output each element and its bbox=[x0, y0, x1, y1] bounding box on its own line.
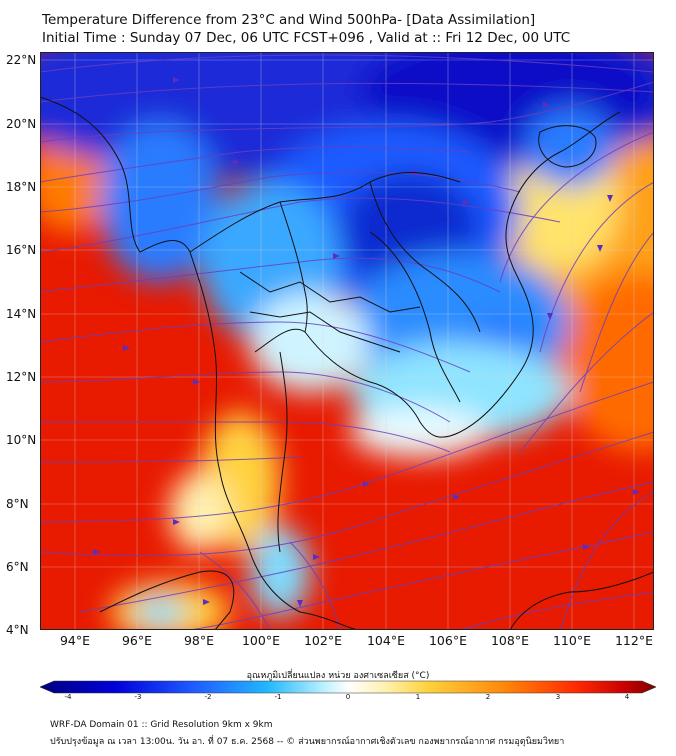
colorbar-tick: 2 bbox=[485, 693, 491, 701]
temperature-map bbox=[40, 52, 654, 630]
lat-label-6: 6°N bbox=[6, 560, 29, 574]
colorbar-tick: 1 bbox=[415, 693, 421, 701]
graticule bbox=[40, 52, 654, 630]
lon-label-94: 94°E bbox=[59, 633, 91, 648]
colorbar-tick: 0 bbox=[345, 693, 351, 701]
lon-label-104: 104°E bbox=[366, 633, 405, 648]
lat-label-12: 12°N bbox=[6, 370, 37, 384]
lon-label-108: 108°E bbox=[490, 633, 529, 648]
model-info: WRF-DA Domain 01 :: Grid Resolution 9km … bbox=[50, 720, 273, 730]
lon-label-102: 102°E bbox=[303, 633, 342, 648]
credit-text: ปรับปรุงข้อมูล ณ เวลา 13:00น. วัน อา. ที… bbox=[50, 737, 565, 747]
lat-label-4: 4°N bbox=[6, 623, 29, 637]
lon-label-110: 110°E bbox=[552, 633, 591, 648]
lat-label-18: 18°N bbox=[6, 180, 37, 194]
lon-label-98: 98°E bbox=[183, 633, 215, 648]
colorbar-label: อุณหภูมิเปลี่ยนแปลง หน่วย องศาเซลเซียส (… bbox=[246, 671, 430, 681]
lat-label-16: 16°N bbox=[6, 243, 37, 257]
lon-label-100: 100°E bbox=[241, 633, 280, 648]
chart-title: Temperature Difference from 23°C and Win… bbox=[42, 12, 536, 28]
lat-label-8: 8°N bbox=[6, 497, 29, 511]
colorbar-tick: 4 bbox=[624, 693, 630, 701]
map-frame bbox=[40, 52, 654, 630]
chart-subtitle: Initial Time : Sunday 07 Dec, 06 UTC FCS… bbox=[42, 30, 571, 46]
lat-label-10: 10°N bbox=[6, 433, 37, 447]
temperature-shading bbox=[40, 52, 654, 630]
colorbar-tick: -4 bbox=[64, 693, 72, 701]
colorbar-tick: -2 bbox=[204, 693, 212, 701]
wind-arrowheads bbox=[93, 77, 640, 607]
colorbar-tick: -3 bbox=[134, 693, 142, 701]
colorbar bbox=[40, 680, 656, 694]
lon-label-106: 106°E bbox=[428, 633, 467, 648]
lat-label-14: 14°N bbox=[6, 307, 37, 321]
lat-label-20: 20°N bbox=[6, 117, 37, 131]
lat-label-22: 22°N bbox=[6, 53, 37, 67]
lon-label-96: 96°E bbox=[121, 633, 153, 648]
lon-label-112: 112°E bbox=[614, 633, 653, 648]
colorbar-tick: 3 bbox=[555, 693, 561, 701]
map-panel bbox=[40, 52, 654, 630]
colorbar-tick: -1 bbox=[274, 693, 282, 701]
coastlines bbox=[40, 96, 654, 630]
